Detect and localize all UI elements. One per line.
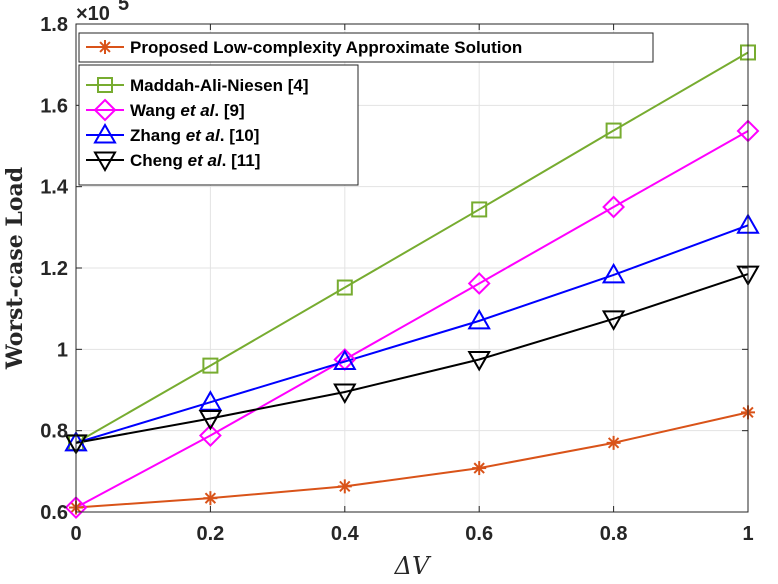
marker-square — [605, 122, 622, 139]
legend-label-part: Cheng — [130, 151, 188, 170]
x-axis-ticks: 0 0.2 0.4 0.6 0.8 1 — [70, 24, 754, 545]
y-multiplier: ×10 5 — [76, 0, 129, 25]
marker-triangle-up — [198, 390, 223, 411]
y-axis-title: Worst-case Load — [2, 167, 28, 370]
legend-label-part: . [9] — [214, 101, 244, 120]
legend-label-part: Proposed Low-complexity Approximate Solu… — [130, 38, 522, 57]
marker-diamond — [64, 496, 88, 519]
legend-label-part: et al — [180, 101, 215, 120]
y-multiplier-exponent: 5 — [118, 0, 129, 15]
marker-star — [606, 435, 621, 450]
marker-diamond — [467, 272, 491, 295]
legend-label-part: . [11] — [222, 151, 261, 170]
legend-entry: Proposed Low-complexity Approximate Solu… — [86, 38, 522, 57]
x-tick-label: 0.8 — [600, 523, 628, 545]
y-tick-label: 1 — [57, 339, 68, 361]
marker-star — [98, 40, 112, 54]
marker-star-stroke — [339, 480, 351, 493]
marker-star — [472, 461, 487, 476]
series-line — [75, 51, 749, 444]
y-tick-label: 1.8 — [40, 14, 68, 36]
legend-label: Cheng et al. [11] — [130, 151, 260, 170]
y-axis-ticks: 0.6 0.8 1 1.2 1.4 1.6 1.8 — [40, 14, 748, 524]
legend-label-part: Maddah-Ali-Niesen [4] — [130, 76, 309, 95]
marker-triangle-down — [467, 351, 491, 372]
marker-triangle-down — [198, 409, 223, 431]
y-multiplier-base: ×10 — [76, 3, 110, 25]
marker-star — [203, 491, 218, 506]
marker-square — [471, 201, 488, 218]
x-tick-label: 0 — [70, 523, 81, 545]
marker-diamond — [198, 424, 222, 447]
legend-label-part: . [10] — [220, 126, 260, 145]
x-tick-label: 0.2 — [196, 523, 224, 545]
legend-label-part: Wang — [130, 101, 180, 120]
legend-entry: Cheng et al. [11] — [86, 151, 260, 173]
legend-label: Proposed Low-complexity Approximate Solu… — [130, 38, 522, 57]
marker-star-stroke — [99, 41, 111, 53]
marker-triangle-down — [93, 151, 117, 173]
x-tick-label: 0.4 — [331, 523, 360, 545]
marker-triangle-down — [333, 383, 357, 405]
marker-triangle-up — [601, 262, 626, 284]
series-line — [75, 273, 749, 444]
legend-label-part: et al — [188, 151, 223, 170]
marker-triangle-down — [601, 310, 626, 331]
y-tick-label: 0.6 — [40, 502, 68, 524]
series-lines — [75, 51, 749, 509]
x-tick-label: 1 — [742, 523, 753, 545]
legend-label-part: et al — [186, 126, 221, 145]
legend-entry: Wang et al. [9] — [86, 98, 245, 122]
marker-triangle-up — [333, 349, 357, 371]
x-axis-title: ΔV — [394, 552, 432, 580]
legend-entry: Zhang et al. [10] — [86, 122, 259, 145]
marker-square — [336, 279, 353, 296]
marker-triangle-up — [93, 122, 117, 144]
marker-square — [97, 77, 113, 93]
marker-star-stroke — [473, 462, 485, 474]
x-tick-label: 0.6 — [465, 523, 493, 545]
legend-label: Wang et al. [9] — [130, 101, 245, 120]
legend-label: Zhang et al. [10] — [130, 126, 259, 145]
marker-square — [202, 357, 219, 374]
legend-label-part: Zhang — [130, 126, 186, 145]
marker-star — [337, 479, 352, 494]
marker-star-stroke — [204, 492, 217, 504]
legend-box-bottom — [78, 64, 359, 186]
marker-star-stroke — [607, 437, 620, 449]
y-tick-label: 1.4 — [40, 177, 69, 199]
series-line — [75, 411, 749, 509]
legend-label: Maddah-Ali-Niesen [4] — [130, 76, 309, 95]
marker-diamond — [602, 195, 626, 219]
legend: Proposed Low-complexity Approximate Solu… — [78, 32, 654, 186]
marker-diamond — [93, 98, 117, 122]
y-tick-label: 0.8 — [40, 421, 68, 443]
y-tick-label: 1.2 — [40, 258, 68, 280]
legend-entry: Maddah-Ali-Niesen [4] — [86, 76, 309, 95]
series-line — [75, 130, 749, 509]
y-tick-label: 1.6 — [40, 95, 68, 117]
series-line — [75, 224, 749, 444]
legend-box-top — [78, 32, 654, 63]
marker-triangle-up — [467, 308, 491, 330]
